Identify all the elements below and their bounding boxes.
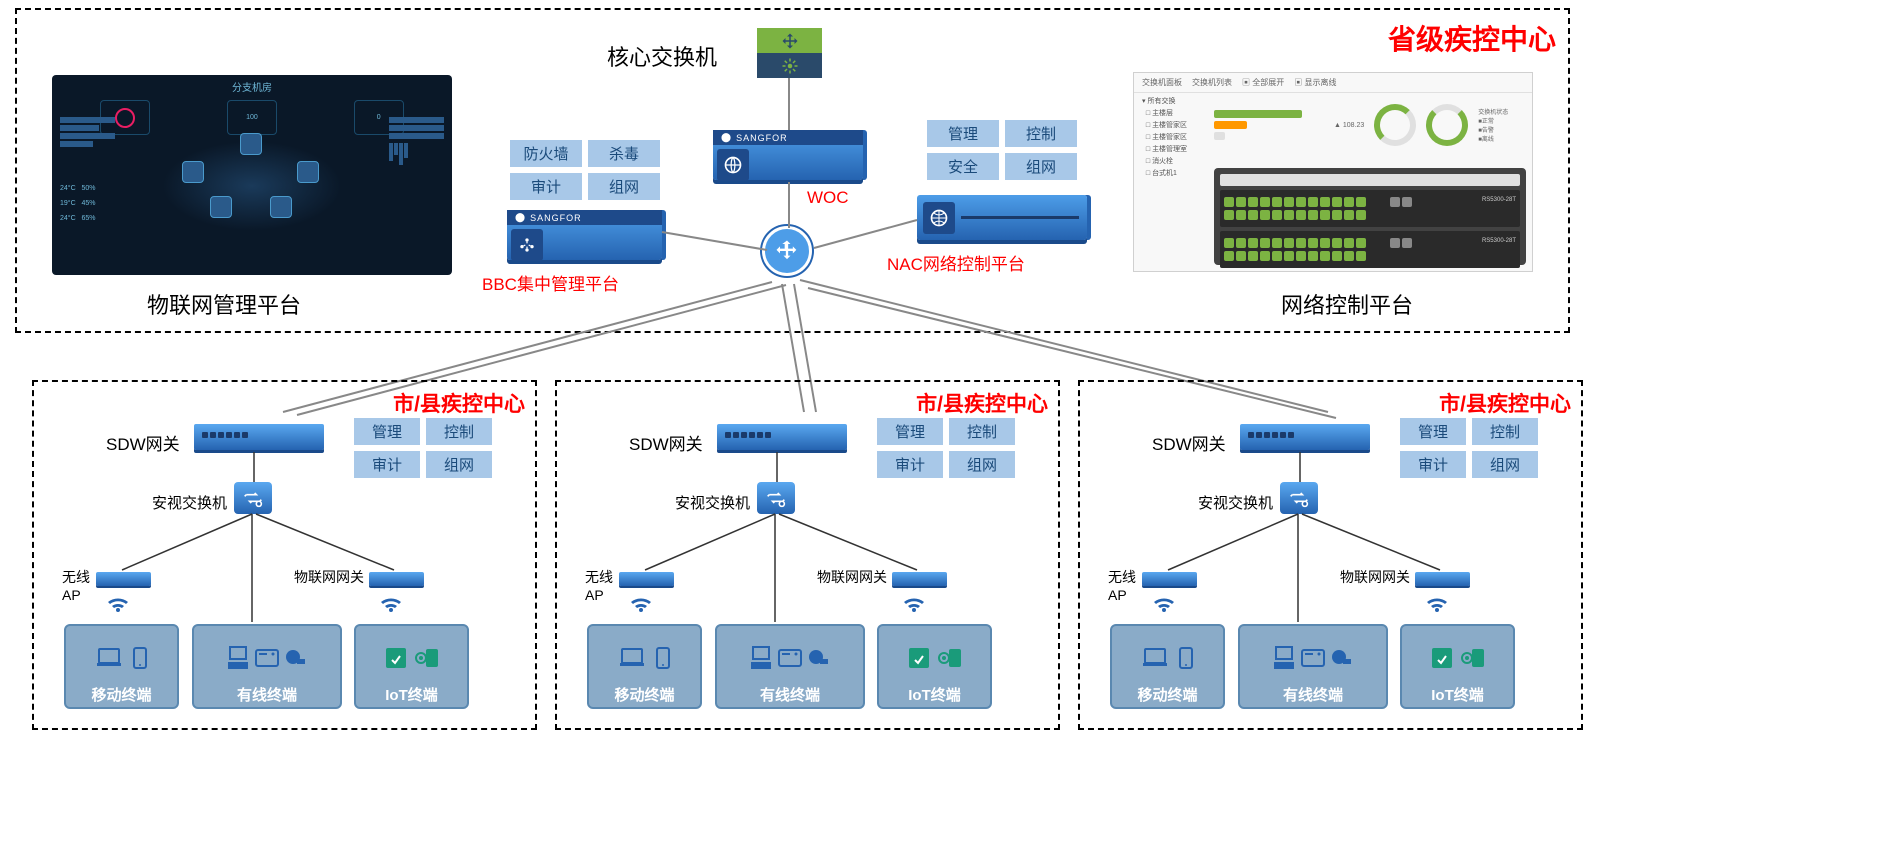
wifi-icon <box>1152 594 1176 619</box>
branch-chips: 管理 控制 审计 组网 <box>354 418 492 478</box>
chip-networking: 组网 <box>1005 153 1077 180</box>
provincial-box: 省级疾控中心 核心交换机 分支机房 100 0 24°C 50% 19°C 45… <box>15 8 1570 333</box>
core-switch-label: 核心交换机 <box>607 40 717 72</box>
mobile-terminal-box: 移动终端 <box>1110 624 1225 709</box>
iot-gw-label: 物联网网关 <box>294 567 364 587</box>
wired-terminal-box: 有线终端 <box>1238 624 1388 709</box>
iot-gw-label: 物联网网关 <box>817 567 887 587</box>
ap-label: 无线 AP <box>62 567 90 603</box>
sdw-label: SDW网关 <box>106 430 180 455</box>
bbc-label: BBC集中管理平台 <box>482 270 619 295</box>
nac-device-icon <box>917 195 1087 240</box>
chip-firewall: 防火墙 <box>510 140 582 167</box>
branch-title: 市/县疾控中心 <box>916 388 1048 418</box>
chip-security: 安全 <box>927 153 999 180</box>
nac-chips: 管理 控制 安全 组网 <box>927 120 1077 180</box>
wifi-icon-2 <box>379 594 403 619</box>
anshi-switch-icon <box>757 482 795 514</box>
woc-label: WOC <box>807 188 849 208</box>
iot-terminal-box: IoT终端 <box>1400 624 1515 709</box>
sdw-device-icon <box>194 424 324 450</box>
core-switch-icon <box>757 28 822 78</box>
iot-terminal-box: IoT终端 <box>877 624 992 709</box>
bbc-chips: 防火墙 杀毒 审计 组网 <box>510 140 660 200</box>
iot-dashboard-thumbnail: 分支机房 100 0 24°C 50% 19°C 45% 24°C 65% <box>52 75 452 275</box>
sdw-device-icon <box>1240 424 1370 450</box>
iot-platform-label: 物联网管理平台 <box>147 288 301 320</box>
mobile-terminal-box: 移动终端 <box>64 624 179 709</box>
net-ctrl-label: 网络控制平台 <box>1281 288 1413 320</box>
wired-terminal-box: 有线终端 <box>192 624 342 709</box>
mobile-terminal-box: 移动终端 <box>587 624 702 709</box>
ap-label: 无线 AP <box>585 567 613 603</box>
sdw-label: SDW网关 <box>1152 430 1226 455</box>
branch-chips: 管理 控制 审计 组网 <box>1400 418 1538 478</box>
wifi-icon <box>106 594 130 619</box>
iot-gw-device-icon <box>1415 572 1470 586</box>
anshi-label: 安视交换机 <box>675 492 750 513</box>
anshi-switch-icon <box>234 482 272 514</box>
ap-device-icon <box>1142 572 1197 586</box>
network-control-thumbnail: 交换机面板交换机列表▣ 全部展开▣ 显示离线 ▾ 所有交换 □ 主楼层 □ 主楼… <box>1133 72 1533 272</box>
iot-gw-label: 物联网网关 <box>1340 567 1410 587</box>
anshi-label: 安视交换机 <box>152 492 227 513</box>
wired-terminal-box: 有线终端 <box>715 624 865 709</box>
branch-title: 市/县疾控中心 <box>393 388 525 418</box>
ap-device-icon <box>96 572 151 586</box>
chip-audit: 审计 <box>510 173 582 200</box>
branch-title: 市/县疾控中心 <box>1439 388 1571 418</box>
router-icon <box>762 226 812 276</box>
chip-control: 控制 <box>1005 120 1077 147</box>
anshi-label: 安视交换机 <box>1198 492 1273 513</box>
sdw-device-icon <box>717 424 847 450</box>
wifi-icon <box>629 594 653 619</box>
anshi-switch-icon <box>1280 482 1318 514</box>
branch-box: 市/县疾控中心 SDW网关 管理 控制 审计 组网 安视交换机 无线 AP 物联… <box>1078 380 1583 730</box>
branch-box: 市/县疾控中心 SDW网关 管理 控制 审计 组网 安视交换机 无线 AP 物联… <box>32 380 537 730</box>
iot-gw-device-icon <box>892 572 947 586</box>
wifi-icon-2 <box>902 594 926 619</box>
ap-device-icon <box>619 572 674 586</box>
sdw-label: SDW网关 <box>629 430 703 455</box>
nac-label: NAC网络控制平台 <box>887 250 1025 275</box>
bbc-device-icon: ⬤SANGFOR <box>507 210 662 260</box>
branch-chips: 管理 控制 审计 组网 <box>877 418 1015 478</box>
iot-terminal-box: IoT终端 <box>354 624 469 709</box>
provincial-title: 省级疾控中心 <box>1388 18 1556 58</box>
chip-antivirus: 杀毒 <box>588 140 660 167</box>
chip-manage: 管理 <box>927 120 999 147</box>
ap-label: 无线 AP <box>1108 567 1136 603</box>
branch-box: 市/县疾控中心 SDW网关 管理 控制 审计 组网 安视交换机 无线 AP 物联… <box>555 380 1060 730</box>
wifi-icon-2 <box>1425 594 1449 619</box>
iot-gw-device-icon <box>369 572 424 586</box>
woc-device-icon: ⬤SANGFOR <box>713 130 863 180</box>
chip-network: 组网 <box>588 173 660 200</box>
